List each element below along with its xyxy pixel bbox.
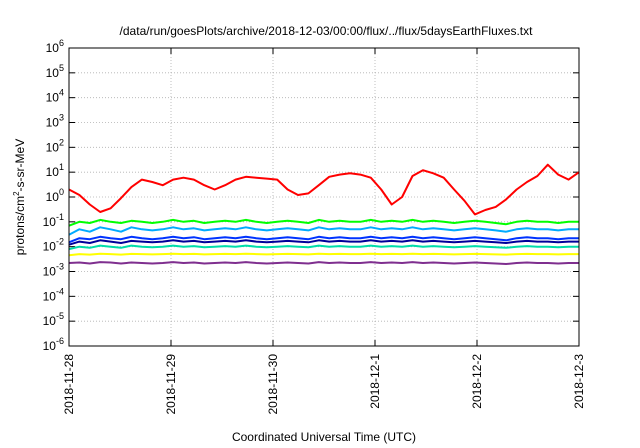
y-tick-label: 10-2 [43,237,64,254]
y-tick-label: 101 [46,162,64,179]
x-tick-label: 2018-12-2 [470,354,484,409]
x-tick-label: 2018-11-30 [266,354,280,415]
y-tick-label: 10-3 [43,262,64,279]
y-tick-label: 106 [46,38,64,55]
series-line-6 [68,244,579,251]
x-tick-label: 2018-12-1 [368,354,382,409]
y-tick-label: 10-6 [43,336,64,353]
y-tick-labels: 10-6 10-5 10-4 10-3 10-2 10-1 100 101 102 103 104 1… [43,38,64,353]
y-tick-label: 10-5 [43,311,64,328]
y-axis-label: protons/cm2-s-sr-MeV [12,139,27,255]
grid [68,47,580,347]
y-tick-label: 103 [46,113,64,130]
series-line-2 [68,218,579,227]
x-tick-label: 2018-12-3 [572,354,586,409]
x-tick-labels: 2018-11-28 2018-11-29 2018-11-30 2018-12-1 2… [62,354,586,415]
x-axis-label: Coordinated Universal Time (UTC) [232,430,416,444]
y-axis-label-prefix: protons/cm [13,196,27,255]
series-line-4 [68,235,579,244]
series-line-5 [68,239,579,246]
y-tick-label: 105 [46,63,64,80]
y-tick-label: 102 [46,137,64,154]
y-tick-label: 100 [46,187,64,204]
x-tick-label: 2018-11-28 [62,354,76,415]
chart-title: /data/run/goesPlots/archive/2018-12-03/0… [120,24,534,38]
y-tick-label: 10-4 [43,286,64,303]
y-axis-label-suffix: -s-sr-MeV [13,139,27,192]
series-line-1 [68,163,580,216]
series-line-3 [68,226,579,236]
plot-frame [68,47,580,347]
series-lines [68,163,580,265]
series-line-7 [68,252,579,257]
y-axis-label-sup: 2 [12,191,21,196]
y-tick-label: 104 [46,88,64,105]
y-tick-label: 10-1 [43,212,64,229]
series-line-8 [68,261,579,265]
x-tick-label: 2018-11-29 [164,354,178,415]
